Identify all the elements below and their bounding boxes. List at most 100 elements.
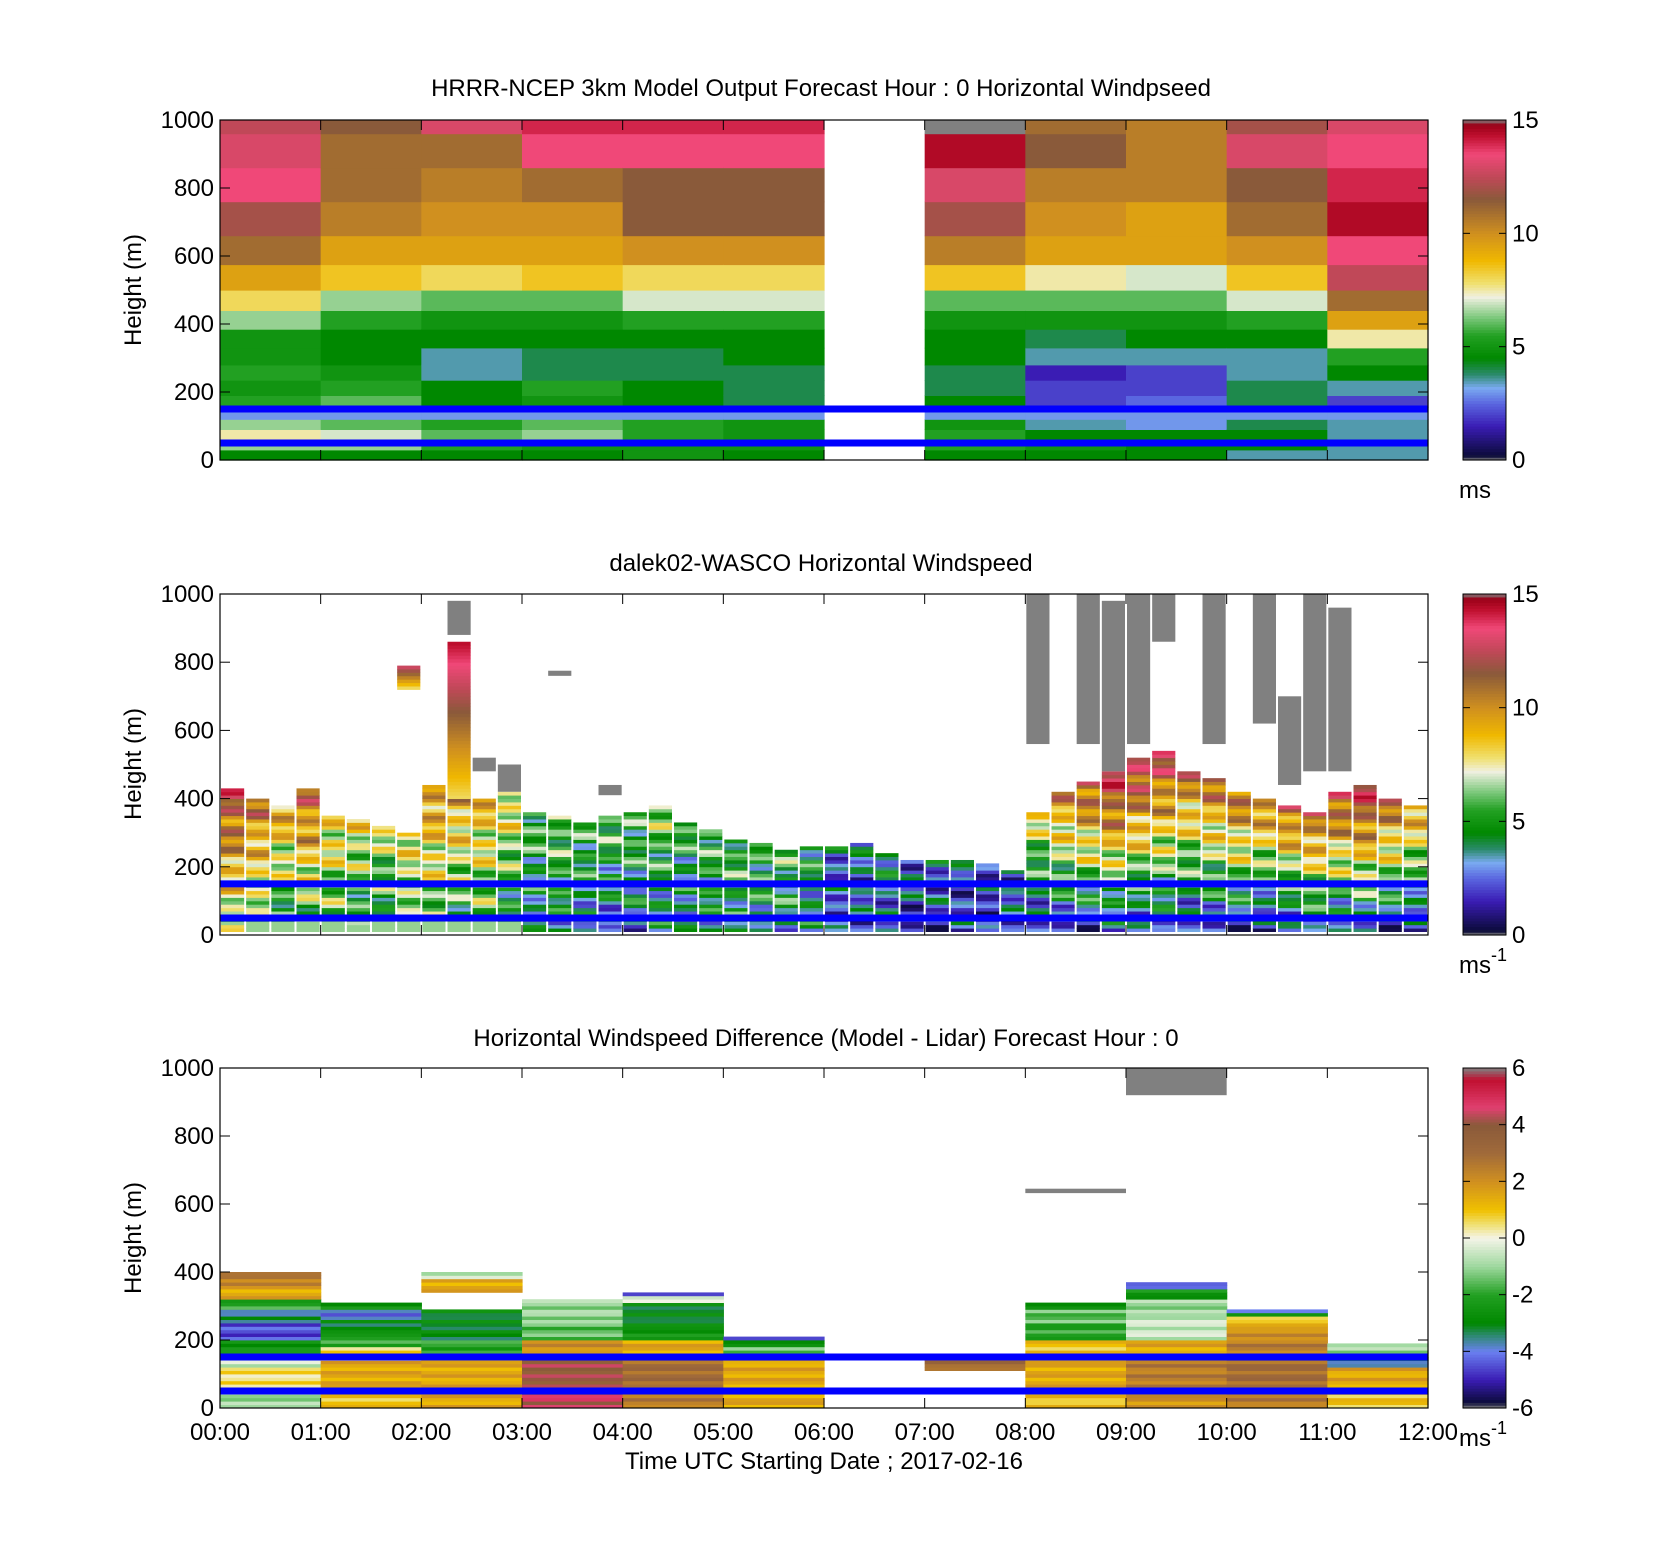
colorbar-swatch: [1463, 307, 1506, 311]
lidar-cell: [774, 853, 798, 857]
difference-cell: [1327, 1404, 1429, 1409]
colorbar-swatch: [1463, 1382, 1506, 1386]
lidar-cell: [1127, 842, 1151, 847]
lidar-cell: [573, 825, 597, 830]
difference-cell: [421, 1326, 523, 1331]
colorbar-swatch: [1463, 309, 1506, 314]
lidar-cell: [271, 911, 295, 915]
model-cell: [220, 120, 322, 135]
lidar-cell: [1278, 904, 1302, 909]
lidar-cell: [1278, 890, 1302, 895]
lidar-gust-cell: [447, 761, 471, 765]
lidar-cell: [271, 812, 295, 817]
difference-cell: [320, 1384, 422, 1388]
lidar-cell: [1403, 856, 1427, 861]
lidar-cell: [472, 815, 496, 820]
lidar-cell: [623, 815, 647, 820]
colorbar-swatch: [1463, 1172, 1506, 1177]
model-cell: [421, 364, 523, 381]
lidar-missing-cell: [598, 784, 622, 796]
lidar-cell: [1076, 805, 1100, 810]
lidar-cell: [321, 842, 345, 847]
colorbar-swatch: [1463, 256, 1506, 260]
lidar-cell: [1328, 839, 1352, 844]
lidar-cell: [523, 921, 547, 926]
colorbar-swatch: [1463, 423, 1506, 427]
lidar-cell: [623, 897, 647, 902]
model-cell: [1126, 133, 1228, 169]
lidar-gust-cell: [397, 675, 421, 680]
lidar-cell: [271, 921, 295, 926]
lidar-missing-cell: [1278, 696, 1302, 785]
lidar-cell: [699, 863, 723, 868]
lidar-cell: [648, 890, 672, 895]
lidar-cell: [296, 798, 320, 803]
lidar-cell: [1353, 849, 1377, 854]
lidar-cell: [774, 894, 798, 898]
lidar-cell: [497, 846, 521, 851]
difference-missing-cell: [1126, 1068, 1227, 1096]
lidar-cell: [1101, 907, 1125, 912]
lidar-cell: [875, 911, 899, 915]
lidar-cell: [976, 921, 1000, 926]
colorbar-swatch: [1463, 1079, 1506, 1083]
lidar-cell: [346, 859, 370, 864]
lidar-gust-cell: [447, 675, 471, 680]
lidar-gust-cell: [447, 740, 471, 745]
lidar-cell: [573, 832, 597, 837]
difference-cell: [320, 1336, 422, 1341]
lidar-cell: [271, 870, 295, 875]
lidar-cell: [573, 866, 597, 871]
lidar-cell: [598, 870, 622, 875]
lidar-cell: [1152, 778, 1176, 782]
lidar-cell: [497, 890, 521, 895]
lidar-cell: [1278, 825, 1302, 830]
colorbar-swatch: [1463, 878, 1506, 882]
lidar-cell: [497, 859, 521, 864]
lidar-cell: [825, 863, 849, 868]
lidar-cell: [1252, 836, 1276, 840]
lidar-cell: [1252, 887, 1276, 892]
lidar-cell: [1227, 846, 1251, 851]
model-cell: [723, 235, 825, 266]
difference-cell: [1126, 1360, 1228, 1365]
lidar-cell: [1353, 832, 1377, 837]
difference-cell: [522, 1394, 624, 1399]
colorbar-unit: ms: [1459, 477, 1491, 504]
colorbar-swatch: [1463, 1294, 1506, 1299]
lidar-cell: [1227, 849, 1251, 854]
lidar-cell: [321, 928, 345, 932]
colorbar-tick-label: -2: [1512, 1282, 1533, 1309]
lidar-cell: [472, 887, 496, 892]
colorbar-swatch: [1463, 889, 1506, 893]
colorbar-swatch: [1463, 861, 1506, 865]
lidar-cell: [1127, 815, 1151, 820]
lidar-cell: [221, 832, 245, 837]
lidar-cell: [497, 928, 521, 932]
lidar-cell: [447, 924, 471, 929]
lidar-cell: [749, 921, 773, 926]
lidar-cell: [598, 907, 622, 912]
lidar-cell: [1278, 819, 1302, 823]
difference-cell: [421, 1319, 523, 1324]
colorbar-swatch: [1463, 448, 1506, 453]
difference-cell: [220, 1363, 322, 1368]
lidar-cell: [1076, 870, 1100, 875]
lidar-cell: [1202, 890, 1226, 895]
colorbar-tick-label: 0: [1512, 447, 1525, 474]
lidar-cell: [1076, 829, 1100, 834]
lidar-cell: [648, 842, 672, 847]
difference-cell: [220, 1278, 322, 1283]
difference-cell: [1126, 1323, 1228, 1327]
colorbar-swatch: [1463, 287, 1506, 291]
lidar-cell: [950, 894, 974, 898]
lidar-cell: [1001, 928, 1025, 932]
difference-cell: [1126, 1299, 1228, 1303]
lidar-cell: [1378, 890, 1402, 895]
lidar-cell: [724, 866, 748, 871]
difference-cell: [1226, 1309, 1328, 1314]
model-cell: [220, 429, 322, 441]
difference-cell: [924, 1367, 1026, 1371]
lidar-cell: [749, 870, 773, 875]
lidar-cell: [1252, 846, 1276, 851]
